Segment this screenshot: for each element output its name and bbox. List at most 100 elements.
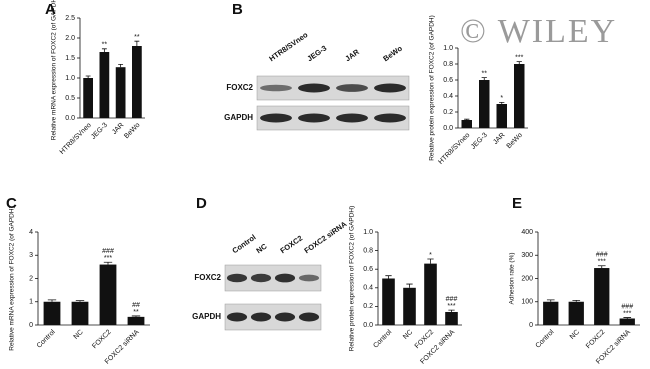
x-tick-label: HTR8/SVneo xyxy=(437,132,471,166)
significance: ** xyxy=(134,34,140,41)
y-tick-label: 3 xyxy=(29,252,33,259)
y-tick-label: 0.0 xyxy=(65,115,75,122)
error-bar xyxy=(572,299,581,302)
significance: ### xyxy=(596,252,608,259)
significance: ** xyxy=(102,42,108,49)
y-tick-label: 1.0 xyxy=(65,75,75,82)
bar xyxy=(594,268,610,325)
bar xyxy=(619,318,635,325)
bar xyxy=(127,316,145,325)
x-tick-label: JEG-3 xyxy=(470,132,489,151)
error-bar xyxy=(597,265,606,269)
x-tick-label: Control xyxy=(36,328,57,349)
bar xyxy=(461,120,472,128)
lane-label: NC xyxy=(255,241,270,255)
bar xyxy=(496,104,507,128)
y-tick-label: 400 xyxy=(521,229,533,236)
y-axis-label: Relative protein expression of FOXC2 (of… xyxy=(349,206,356,352)
y-tick-label: 0.0 xyxy=(443,125,453,132)
lane-label: JAR xyxy=(343,47,361,63)
bar xyxy=(99,264,117,325)
watermark: © WILEY xyxy=(460,13,617,50)
y-axis-label: Adhesion rate (%) xyxy=(509,252,516,304)
x-tick-label: BeWo xyxy=(506,132,524,150)
bar xyxy=(514,64,525,128)
blot-band xyxy=(336,84,368,92)
blot-band xyxy=(226,312,248,322)
y-tick-label: 0.8 xyxy=(363,247,373,254)
lane-label: Control xyxy=(231,233,258,256)
bar xyxy=(543,301,559,325)
x-tick-label: HTR8/SVneo xyxy=(59,122,93,156)
panel-letter: B xyxy=(232,1,243,18)
panel-letter: D xyxy=(196,195,207,212)
x-tick-label: JAR xyxy=(492,132,506,146)
y-tick-label: 0.2 xyxy=(443,109,453,116)
y-tick-label: 2 xyxy=(29,275,33,282)
lane-label: FOXC2 xyxy=(279,234,305,256)
y-tick-label: 0 xyxy=(529,322,533,329)
y-tick-label: 0.4 xyxy=(363,285,373,292)
y-tick-label: 0.4 xyxy=(443,93,453,100)
y-axis-label: Relative mRNA expression of FOXC2 (of GA… xyxy=(9,206,16,351)
y-tick-label: 4 xyxy=(29,229,33,236)
error-bar xyxy=(427,258,434,264)
error-bar xyxy=(516,61,522,64)
y-tick-label: 1.0 xyxy=(363,229,373,236)
error-bar xyxy=(406,283,413,288)
error-bar xyxy=(448,309,455,312)
bar xyxy=(43,301,61,325)
error-bar xyxy=(47,299,57,302)
lane-label: BeWo xyxy=(381,44,404,64)
error-bar xyxy=(85,75,91,78)
significance: ## xyxy=(132,302,140,309)
error-bar xyxy=(118,64,124,68)
error-bar xyxy=(385,275,392,279)
bar xyxy=(568,301,584,325)
y-tick-label: 0.2 xyxy=(363,303,373,310)
x-tick-label: BeWo xyxy=(123,122,141,140)
significance: ** xyxy=(482,70,488,77)
significance: ### xyxy=(102,248,114,255)
significance: ** xyxy=(133,309,139,316)
panel-letter: C xyxy=(6,195,17,212)
significance: ### xyxy=(446,296,458,303)
significance: *** xyxy=(515,54,523,61)
significance: ### xyxy=(621,303,633,310)
y-tick-label: 2.0 xyxy=(65,35,75,42)
row-label: FOXC2 xyxy=(194,273,221,282)
blot-band xyxy=(298,312,320,322)
y-tick-label: 0.5 xyxy=(65,95,75,102)
x-tick-label: Control xyxy=(535,328,556,349)
y-tick-label: 0 xyxy=(29,322,33,329)
blot-band xyxy=(298,83,330,93)
significance: * xyxy=(500,95,503,102)
error-bar xyxy=(131,315,141,317)
panel-letter: A xyxy=(45,1,56,18)
y-tick-label: 1.0 xyxy=(443,45,453,52)
blot-band xyxy=(336,113,368,123)
blot-band xyxy=(260,84,292,92)
bar xyxy=(382,278,395,325)
x-tick-label: NC xyxy=(402,329,414,341)
blot-band xyxy=(260,113,292,123)
y-tick-label: 0.6 xyxy=(363,266,373,273)
x-tick-label: NC xyxy=(569,329,581,341)
panel-letter: E xyxy=(512,195,522,212)
error-bar xyxy=(481,77,487,80)
significance: *** xyxy=(623,310,631,317)
bar xyxy=(99,52,110,118)
blot-band xyxy=(298,274,320,282)
lane-label: HTR8/SVneo xyxy=(267,30,309,63)
error-bar xyxy=(103,261,113,265)
y-tick-label: 0.6 xyxy=(443,77,453,84)
row-label: FOXC2 xyxy=(226,83,253,92)
row-label: GAPDH xyxy=(224,113,253,122)
x-tick-label: FOXC2 xyxy=(91,329,113,351)
blot-band xyxy=(298,113,330,123)
bar xyxy=(479,80,490,128)
error-bar xyxy=(546,299,555,302)
error-bar xyxy=(75,300,85,302)
y-tick-label: 1.5 xyxy=(65,55,75,62)
